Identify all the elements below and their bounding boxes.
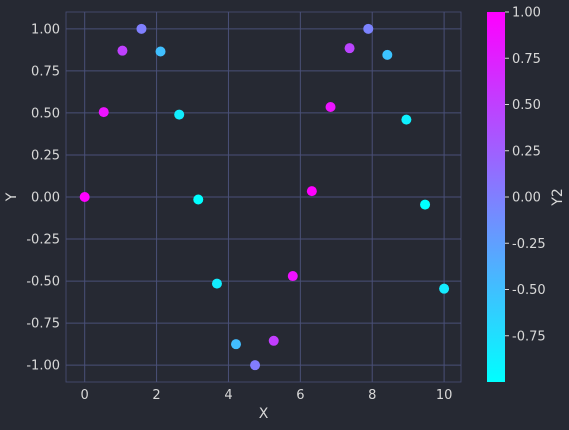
data-point [325, 102, 336, 113]
data-point [439, 283, 450, 294]
colorbar-tick-label: 0.75 [512, 52, 541, 67]
y-tick-label: -0.50 [26, 275, 60, 290]
data-point [117, 45, 128, 56]
colorbar-tick-label: -0.25 [512, 237, 546, 252]
data-point [79, 192, 90, 202]
colorbar-tick-label: 0.00 [512, 191, 541, 206]
y-tick-label: 0.75 [31, 64, 60, 79]
data-point [344, 43, 355, 54]
x-tick-labels: 0 2 4 6 8 10 [81, 388, 453, 403]
data-point [136, 23, 147, 34]
data-point [98, 107, 109, 118]
data-point [211, 278, 222, 289]
y-tick-label: 0.50 [31, 106, 60, 121]
colorbar-tick-label: 1.00 [512, 6, 541, 21]
data-point [231, 339, 242, 350]
x-tick-label: 2 [152, 388, 160, 403]
colorbar-tick-label: 0.50 [512, 98, 541, 113]
y-axis-label: Y [4, 192, 20, 202]
y-tick-label: 0.25 [31, 148, 60, 163]
plot-frame [65, 11, 462, 383]
x-tick-label: 8 [368, 388, 376, 403]
data-point [268, 335, 279, 346]
y-tick-label: -0.75 [26, 317, 60, 332]
data-point [420, 199, 431, 210]
y-tick-label: 1.00 [31, 22, 60, 37]
colorbar-tick-labels: -0.75 -0.50 -0.25 0.00 0.25 0.50 0.75 1.00 [505, 6, 546, 344]
data-point [306, 186, 317, 197]
colorbar-label: Y2 [550, 188, 566, 206]
x-tick-label: 10 [436, 388, 453, 403]
x-tick-label: 4 [224, 388, 232, 403]
colorbar [487, 12, 505, 382]
y-tick-label: -0.25 [26, 233, 60, 248]
x-tick-label: 6 [296, 388, 304, 403]
y-tick-labels: -1.00 -0.75 -0.50 -0.25 0.00 0.25 0.50 0.75 1.00 [26, 22, 60, 373]
x-tick-label: 0 [81, 388, 89, 403]
data-point [382, 49, 393, 60]
data-point [193, 194, 204, 205]
data-point [155, 46, 166, 57]
grid [66, 12, 461, 382]
data-points [79, 23, 450, 371]
x-axis-label: X [259, 406, 269, 422]
data-point [250, 360, 261, 371]
colorbar-tick-label: -0.50 [512, 283, 546, 298]
y-tick-label: -1.00 [26, 359, 60, 374]
colorbar-tick-label: -0.75 [512, 329, 546, 344]
data-point [401, 114, 412, 125]
data-point [363, 23, 374, 34]
data-point [287, 271, 298, 282]
data-point [174, 109, 185, 120]
colorbar-tick-label: 0.25 [512, 144, 541, 159]
y-tick-label: 0.00 [31, 191, 60, 206]
